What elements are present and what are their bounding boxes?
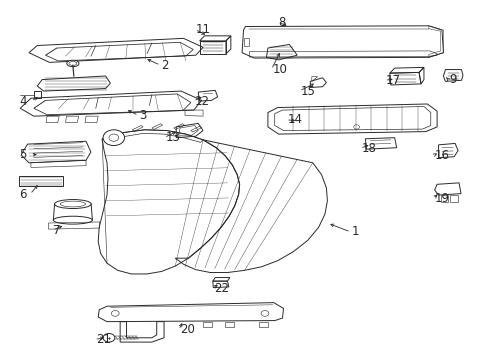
Text: 13: 13 bbox=[165, 131, 180, 144]
Ellipse shape bbox=[69, 62, 77, 66]
Text: 3: 3 bbox=[140, 109, 147, 122]
Circle shape bbox=[103, 130, 124, 145]
Text: 2: 2 bbox=[161, 59, 169, 72]
Text: 16: 16 bbox=[434, 149, 449, 162]
Text: 8: 8 bbox=[278, 16, 285, 29]
Text: 14: 14 bbox=[287, 113, 302, 126]
Text: 19: 19 bbox=[434, 192, 449, 205]
Ellipse shape bbox=[67, 60, 79, 67]
Text: 15: 15 bbox=[300, 85, 315, 98]
Ellipse shape bbox=[55, 199, 91, 208]
Ellipse shape bbox=[53, 216, 92, 224]
Text: 1: 1 bbox=[351, 225, 359, 238]
Ellipse shape bbox=[60, 201, 85, 207]
Text: 17: 17 bbox=[385, 74, 400, 87]
Circle shape bbox=[261, 311, 268, 316]
Text: 22: 22 bbox=[214, 282, 229, 295]
Circle shape bbox=[103, 333, 115, 342]
Text: 4: 4 bbox=[19, 95, 27, 108]
Text: 11: 11 bbox=[195, 23, 210, 36]
Text: 10: 10 bbox=[272, 63, 287, 76]
Text: 20: 20 bbox=[180, 323, 195, 336]
Text: 6: 6 bbox=[19, 188, 27, 201]
Text: 12: 12 bbox=[194, 95, 209, 108]
Text: 5: 5 bbox=[19, 148, 26, 161]
Text: 9: 9 bbox=[448, 73, 456, 86]
Circle shape bbox=[353, 125, 359, 129]
Circle shape bbox=[111, 311, 119, 316]
Text: 18: 18 bbox=[361, 142, 376, 155]
Text: 7: 7 bbox=[53, 224, 61, 237]
Circle shape bbox=[109, 134, 119, 141]
Text: 21: 21 bbox=[96, 333, 111, 346]
